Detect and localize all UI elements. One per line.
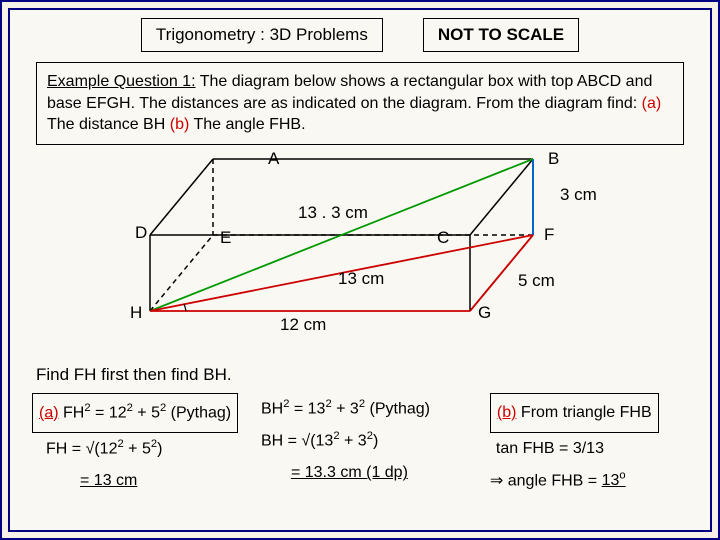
dim-bh: 13 . 3 cm — [298, 203, 368, 223]
a-line3: = 13 cm — [32, 465, 251, 497]
header-row: Trigonometry : 3D Problems NOT TO SCALE — [18, 18, 702, 52]
col-a: (a) FH2 = 122 + 52 (Pythag) FH = √(122 +… — [32, 393, 251, 498]
a-line2: FH = √(122 + 52) — [32, 433, 251, 465]
a-line1: (a) FH2 = 122 + 52 (Pythag) — [32, 393, 238, 433]
title-box: Trigonometry : 3D Problems — [141, 18, 383, 52]
find-line: Find FH first then find BH. — [36, 365, 702, 385]
part-a-label: (a) — [642, 95, 662, 112]
part-b-text: The angle FHB. — [189, 116, 305, 133]
dim-bf: 3 cm — [560, 185, 597, 205]
label-A: A — [268, 149, 279, 169]
inner-frame: Trigonometry : 3D Problems NOT TO SCALE … — [8, 8, 712, 532]
label-G: G — [478, 303, 491, 323]
col-b: BH2 = 132 + 32 (Pythag) BH = √(132 + 32)… — [261, 393, 480, 498]
b-line3: = 13.3 cm (1 dp) — [261, 457, 480, 489]
c-line3: ⇒ angle FHB = 13o — [490, 465, 688, 497]
question-lead: Example Question 1: — [47, 73, 196, 90]
outer-frame: Trigonometry : 3D Problems NOT TO SCALE … — [0, 0, 720, 540]
dim-fg: 5 cm — [518, 271, 555, 291]
part-a-text: The distance BH — [47, 116, 170, 133]
question-box: Example Question 1: The diagram below sh… — [36, 62, 684, 145]
answers-row: (a) FH2 = 122 + 52 (Pythag) FH = √(122 +… — [32, 393, 688, 498]
part-b-label: (b) — [170, 116, 190, 133]
dim-hg: 12 cm — [280, 315, 326, 335]
label-F: F — [544, 225, 554, 245]
label-H: H — [130, 303, 142, 323]
label-E: E — [220, 228, 231, 248]
c-line2: tan FHB = 3/13 — [490, 433, 688, 465]
col-c: (b) From triangle FHB tan FHB = 3/13 ⇒ a… — [490, 393, 688, 498]
b-line2: BH = √(132 + 32) — [261, 425, 480, 457]
label-B: B — [548, 149, 559, 169]
label-C: C — [437, 228, 449, 248]
dim-fh: 13 cm — [338, 269, 384, 289]
scale-box: NOT TO SCALE — [423, 18, 579, 52]
c-line1: (b) From triangle FHB — [490, 393, 659, 433]
diagram: A B D C E F H G 13 . 3 cm 3 cm 13 cm 5 c… — [38, 153, 682, 363]
b-line1: BH2 = 132 + 32 (Pythag) — [261, 393, 480, 425]
label-D: D — [135, 223, 147, 243]
